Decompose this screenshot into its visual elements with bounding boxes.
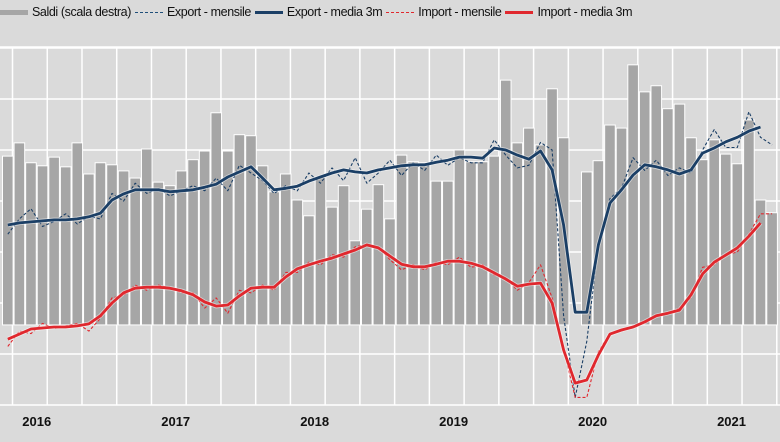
saldi-bar [129, 177, 141, 326]
saldi-bar [117, 170, 130, 326]
saldi-bar [719, 153, 732, 326]
saldi-bar [581, 171, 593, 326]
saldi-bar [546, 88, 558, 326]
saldi-bar [465, 161, 477, 326]
saldi-bar [210, 112, 223, 326]
x-tick-label: 2017 [161, 414, 190, 429]
saldi-bar [627, 64, 639, 326]
saldi-bar [766, 212, 778, 326]
legend: Saldi (scala destra) Export - mensile Ex… [0, 3, 636, 21]
legend-swatch-dashed-line [386, 11, 415, 13]
legend-item-saldi: Saldi (scala destra) [0, 5, 131, 19]
saldi-bar [708, 139, 720, 326]
saldi-bar [25, 162, 37, 326]
saldi-bar [349, 240, 361, 326]
saldi-bar [499, 79, 512, 326]
saldi-bar [140, 148, 153, 326]
saldi-bar [673, 103, 686, 326]
export-monthly-line [7, 111, 773, 398]
export-3m-average-line [7, 125, 761, 314]
saldi-bar [222, 150, 234, 326]
saldi-bar [453, 149, 466, 326]
legend-label: Export - media 3m [286, 5, 383, 19]
saldi-bar [245, 135, 257, 326]
saldi-bar [106, 164, 118, 326]
saldi-bar [685, 137, 697, 326]
saldi-bar [326, 206, 338, 326]
saldi-bar [314, 176, 327, 326]
x-tick-label: 2019 [439, 414, 468, 429]
saldi-bar [418, 162, 431, 326]
legend-item-import-mensile: Import - mensile [386, 5, 502, 19]
saldi-bar [650, 85, 663, 326]
saldi-bar [152, 181, 165, 326]
x-tick-label: 2020 [578, 414, 607, 429]
legend-swatch-dashed-line [135, 11, 163, 13]
saldi-bar [94, 162, 107, 326]
saldi-bar [430, 180, 443, 326]
saldi-bar [384, 218, 396, 326]
saldi-bar [395, 154, 408, 326]
saldi-bar [476, 161, 489, 326]
legend-swatch-bar [0, 9, 28, 15]
saldi-bar [13, 142, 26, 326]
legend-label: Import - mensile [418, 5, 502, 19]
saldi-bar [256, 165, 269, 326]
saldi-bar [303, 215, 315, 326]
legend-swatch-solid-line [505, 10, 534, 14]
legend-label: Saldi (scala destra) [32, 5, 131, 19]
saldi-bar [372, 184, 385, 326]
saldi-bar [534, 144, 547, 326]
saldi-bar [696, 159, 709, 326]
saldi-bar [511, 142, 524, 326]
saldi-bar [523, 127, 535, 326]
saldi-bar [164, 185, 176, 326]
saldi-bar [662, 108, 674, 326]
saldi-bar [187, 159, 199, 326]
legend-item-export-mensile: Export - mensile [135, 5, 251, 19]
saldi-bar [198, 150, 211, 326]
saldi-bar [2, 155, 14, 326]
saldi-bar [268, 191, 280, 326]
saldi-bar [488, 155, 500, 326]
legend-label: Export - mensile [167, 5, 251, 19]
saldi-bar [59, 166, 72, 326]
saldi-bar [743, 119, 755, 326]
legend-item-export-media: Export - media 3m [254, 5, 383, 19]
saldi-bar [48, 156, 60, 326]
saldi-bar [291, 199, 304, 326]
saldi-bar [36, 165, 49, 326]
legend-item-import-media: Import - media 3m [505, 5, 632, 19]
legend-swatch-solid-line [254, 10, 283, 14]
saldi-bar [360, 208, 373, 326]
x-tick-label: 2016 [22, 414, 51, 429]
x-tick-label: 2021 [717, 414, 746, 429]
saldi-bar [407, 161, 419, 326]
saldi-bar [71, 142, 84, 326]
saldi-bar [754, 199, 767, 326]
legend-label: Import - media 3m [537, 5, 633, 19]
saldi-bar [638, 91, 651, 326]
saldi-bar [83, 173, 95, 326]
import-3m-average-line [7, 221, 762, 385]
saldi-bar [279, 173, 292, 326]
x-tick-label: 2018 [300, 414, 329, 429]
saldi-bar [442, 180, 454, 326]
saldi-bar [233, 134, 246, 326]
saldi-bar [615, 127, 628, 326]
x-axis-labels: 2016 2017 2018 2019 2020 2021 [22, 414, 746, 429]
series-lines [6, 111, 773, 398]
saldi-bar [175, 170, 188, 326]
